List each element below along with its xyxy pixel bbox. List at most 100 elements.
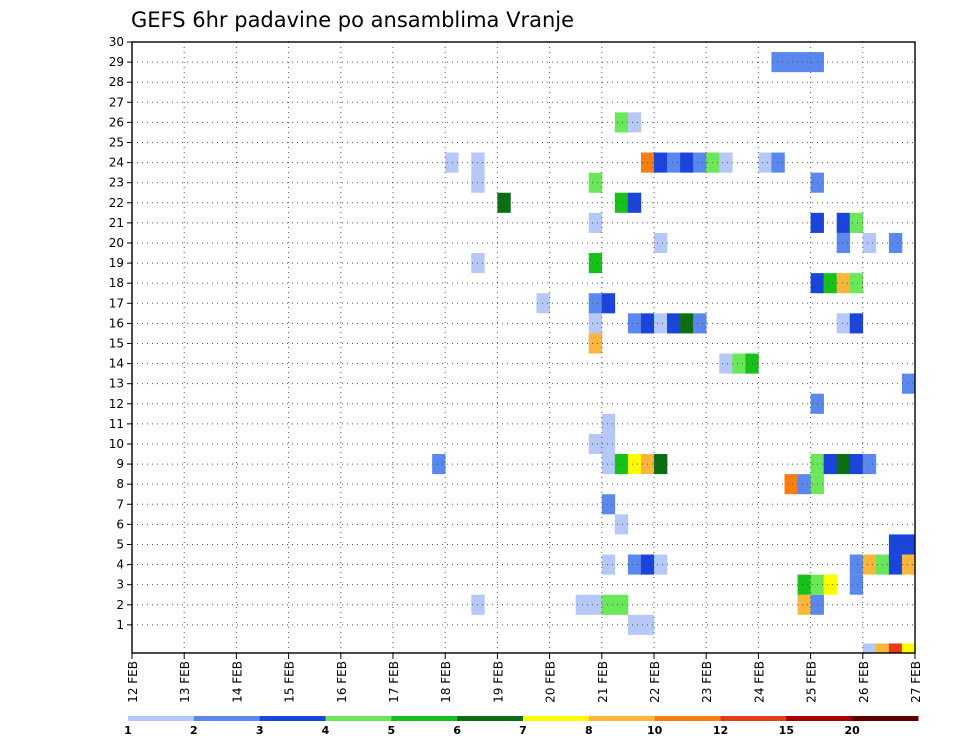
y-tick-label: 1 <box>116 618 124 632</box>
y-tick-label: 2 <box>116 598 124 612</box>
precip-cell <box>836 232 851 254</box>
precip-cell <box>588 333 603 354</box>
y-tick-label: 30 <box>109 35 124 49</box>
precip-cell <box>497 192 511 213</box>
precip-cell <box>901 643 916 653</box>
x-tick-label: 19 FEB <box>491 661 505 703</box>
plot-frame <box>131 41 916 654</box>
x-axis-ticks: 12 FEB 13 FEB 14 FEB 15 FEB 16 FEB 17 FEB 18 F… <box>126 653 923 703</box>
x-tick-label: 14 FEB <box>230 661 244 703</box>
precip-cell <box>862 454 877 475</box>
y-tick-label: 22 <box>109 196 124 210</box>
y-tick-label: 6 <box>116 517 124 531</box>
colorbar-segment <box>523 716 590 721</box>
precip-cell <box>588 293 603 314</box>
precip-cell <box>654 152 668 173</box>
y-tick-label: 23 <box>109 176 124 190</box>
precip-cell <box>627 313 642 334</box>
precip-cell <box>862 232 877 254</box>
y-tick-label: 5 <box>116 537 124 551</box>
precip-cell <box>693 152 707 173</box>
precip-cell <box>823 574 837 595</box>
x-tick-label: 12 FEB <box>126 661 140 703</box>
precip-cell <box>614 514 629 535</box>
precip-cell <box>588 253 603 274</box>
precip-cell <box>614 594 629 615</box>
y-tick-label: 12 <box>109 397 124 411</box>
precip-cell <box>627 614 642 635</box>
precip-cell <box>784 52 798 73</box>
precip-cell <box>836 273 851 294</box>
colorbar-segment <box>720 716 787 721</box>
grid-lines <box>132 41 915 653</box>
precip-cell <box>797 52 811 73</box>
precip-cell <box>732 353 746 374</box>
precip-cell <box>601 554 616 575</box>
precip-cell <box>432 454 446 475</box>
precip-cell <box>797 474 811 495</box>
precip-cell <box>862 554 877 575</box>
colorbar-segment <box>654 716 721 721</box>
precip-cell <box>836 212 851 233</box>
y-tick-label: 28 <box>109 75 124 89</box>
precip-cell <box>888 534 903 555</box>
x-tick-label: 26 FEB <box>857 661 871 703</box>
colorbar-label: 15 <box>779 724 794 737</box>
precip-cell <box>849 554 864 575</box>
y-tick-label: 16 <box>109 316 124 330</box>
precip-cell <box>719 152 733 173</box>
colorbar-segment <box>193 716 261 721</box>
precip-cell <box>888 643 903 653</box>
precip-cell <box>654 232 668 254</box>
precip-cell <box>601 454 616 475</box>
colorbar-label: 4 <box>322 724 330 737</box>
precip-cell <box>445 152 459 173</box>
precip-cell <box>588 172 603 193</box>
precip-cell <box>601 293 616 314</box>
precip-cell <box>784 474 798 495</box>
x-tick-label: 22 FEB <box>648 661 662 703</box>
precip-cell <box>758 152 772 173</box>
colorbar-label: 12 <box>713 724 728 737</box>
x-tick-label: 25 FEB <box>805 661 819 703</box>
precip-cell <box>849 212 864 233</box>
precip-cell <box>901 373 916 394</box>
y-tick-label: 25 <box>109 135 124 149</box>
colorbar-segment <box>457 716 524 721</box>
x-tick-label: 17 FEB <box>387 661 401 703</box>
colorbar-segment <box>325 716 392 721</box>
precip-cell <box>719 353 733 374</box>
colorbar-label: 2 <box>190 724 198 737</box>
x-tick-label: 15 FEB <box>283 661 297 703</box>
colorbar-segment <box>391 716 458 721</box>
colorbar-segment <box>852 716 919 721</box>
precip-cell <box>901 554 916 575</box>
y-tick-label: 24 <box>109 156 124 170</box>
precip-cell <box>627 112 642 133</box>
precip-cell <box>901 534 916 555</box>
precip-cell <box>849 273 864 294</box>
precip-cell <box>680 313 694 334</box>
precip-cell <box>601 413 616 434</box>
precip-cell <box>667 313 681 334</box>
y-tick-label: 8 <box>116 477 124 491</box>
precip-cell <box>797 574 811 595</box>
y-tick-label: 7 <box>116 497 124 511</box>
precip-cell <box>771 52 785 73</box>
y-tick-label: 17 <box>109 296 124 310</box>
y-axis-ticks: 1234567891011121314151617181920212223242… <box>109 35 132 632</box>
colorbar-label: 8 <box>585 724 593 737</box>
x-tick-label: 16 FEB <box>335 661 349 703</box>
colorbar-label: 7 <box>519 724 527 737</box>
y-tick-label: 11 <box>109 417 124 431</box>
precip-cell <box>823 273 837 294</box>
precip-cell <box>849 574 864 595</box>
precip-cell <box>601 433 616 455</box>
colorbar-label: 6 <box>453 724 461 737</box>
x-tick-label: 24 FEB <box>752 661 766 703</box>
colorbar-label: 20 <box>845 724 861 737</box>
colorbar-label: 3 <box>256 724 264 737</box>
precip-cell <box>614 192 629 213</box>
y-tick-label: 14 <box>109 357 124 371</box>
